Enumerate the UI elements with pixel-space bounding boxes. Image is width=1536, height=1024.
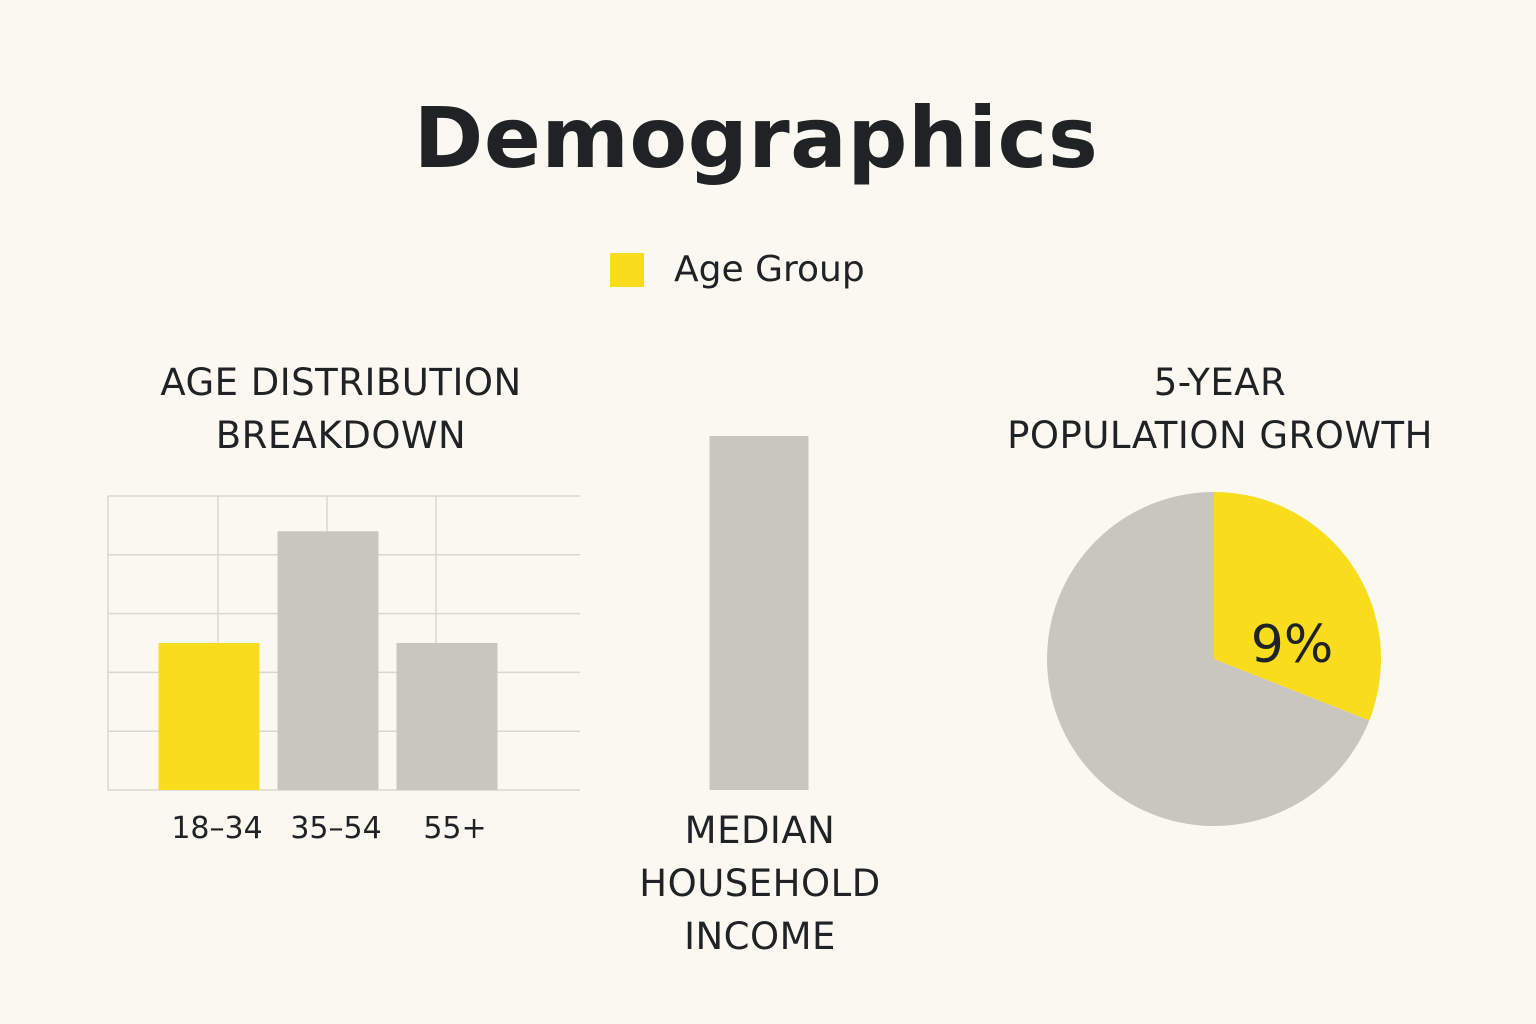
age-chart-title-line: AGE DISTRIBUTION — [160, 361, 522, 404]
age-category-label: 18–34 — [171, 811, 262, 846]
legend: Age Group — [610, 248, 865, 292]
pie-slice — [1047, 492, 1370, 827]
income-chart-title: MEDIAN HOUSEHOLD INCOME — [560, 804, 960, 963]
pie-slice-label: 9% — [1251, 615, 1334, 675]
growth-chart-title-line: 5-YEAR — [1153, 361, 1287, 404]
income-chart-title-line: HOUSEHOLD — [639, 862, 881, 905]
age-chart-title-line: BREAKDOWN — [215, 414, 467, 457]
growth-chart-title-line: POPULATION GROWTH — [1007, 414, 1433, 457]
age-chart-title: AGE DISTRIBUTION BREAKDOWN — [110, 356, 572, 462]
growth-chart-title: 5-YEAR POPULATION GROWTH — [960, 356, 1480, 462]
age-bar — [396, 643, 498, 790]
pie-slice — [1214, 492, 1381, 721]
page-title: Demographics — [413, 89, 1099, 187]
income-chart-title-line: INCOME — [684, 915, 836, 958]
age-category-label: 35–54 — [290, 811, 381, 846]
age-category-label: 55+ — [423, 811, 486, 846]
income-bar — [709, 436, 809, 790]
age-bar — [277, 531, 379, 790]
legend-label: Age Group — [674, 249, 865, 290]
income-chart-title-line: MEDIAN — [684, 809, 836, 852]
legend-swatch — [610, 253, 644, 287]
age-bar — [158, 643, 260, 790]
